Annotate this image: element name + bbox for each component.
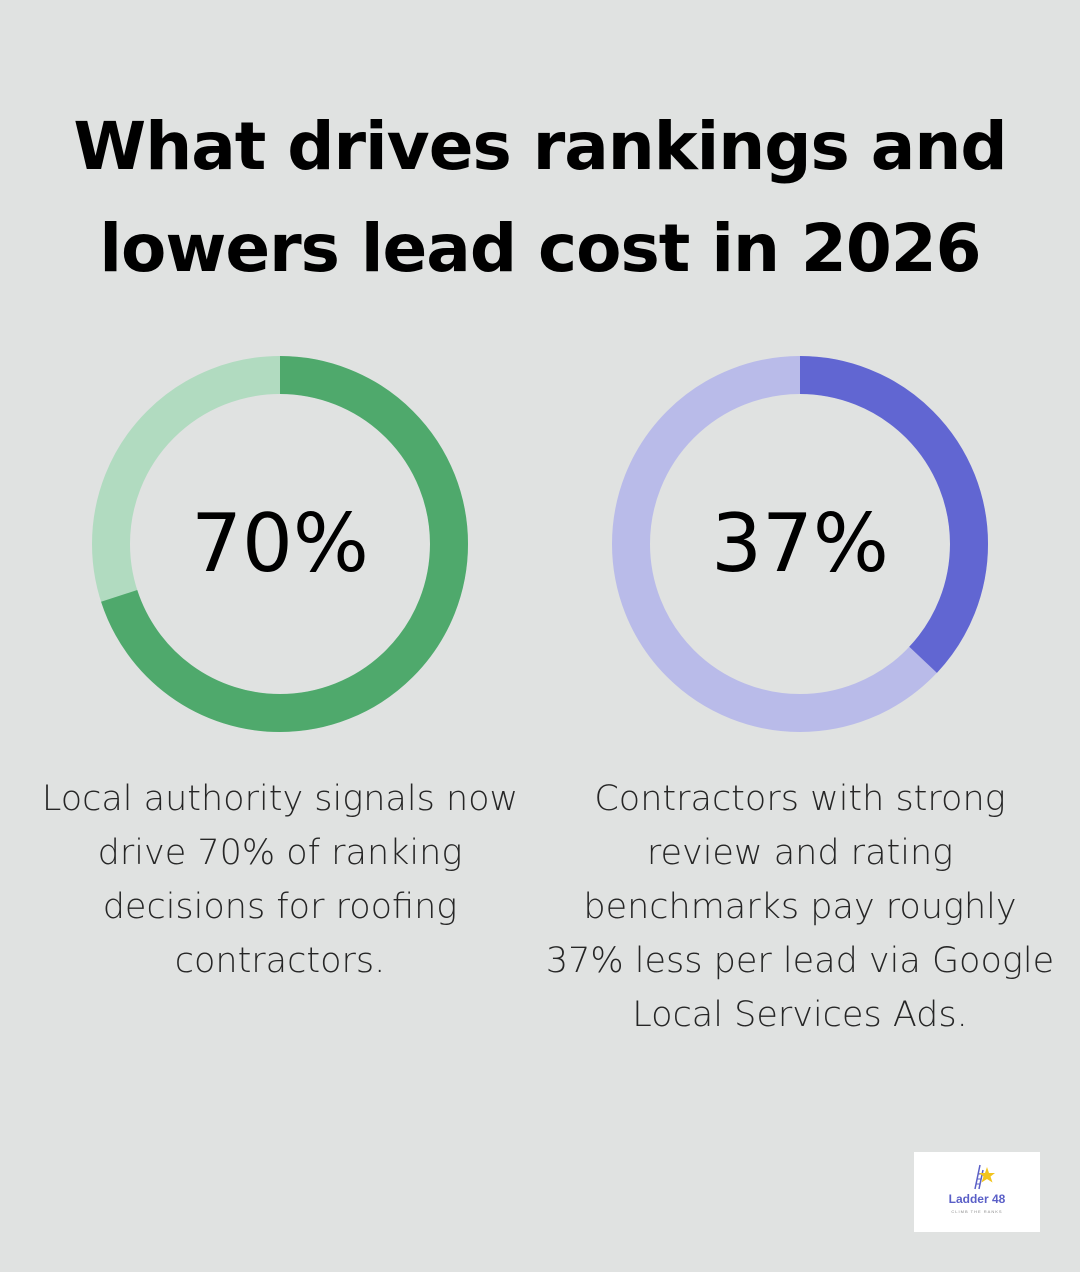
donut-chart-2-svg xyxy=(612,356,988,732)
logo: Ladder 48 CLIMB THE RANKS xyxy=(914,1152,1040,1232)
logo-name: Ladder 48 xyxy=(948,1192,1006,1206)
donut-2-caption: Contractors with strong review and ratin… xyxy=(545,779,1055,1035)
donut-2-value-arc xyxy=(612,356,988,732)
donut-chart-1: 70% xyxy=(90,354,470,734)
title-line-2: lowers lead cost in 2026 xyxy=(99,210,981,287)
title-line-1: What drives rankings and xyxy=(73,108,1007,185)
page-title: What drives rankings and lowers lead cos… xyxy=(40,96,1040,300)
donut-1-caption: Local authority signals now drive 70% of… xyxy=(41,779,519,981)
ladder-star-icon xyxy=(974,1164,995,1190)
donut-2-value-label: 37% xyxy=(711,497,889,590)
logo-tagline: CLIMB THE RANKS xyxy=(951,1209,1003,1214)
donut-1-value-arc xyxy=(92,356,468,732)
donut-1-value-label: 70% xyxy=(191,497,369,590)
donut-chart-1-svg xyxy=(92,356,468,732)
donut-chart-2: 37% xyxy=(610,354,990,734)
